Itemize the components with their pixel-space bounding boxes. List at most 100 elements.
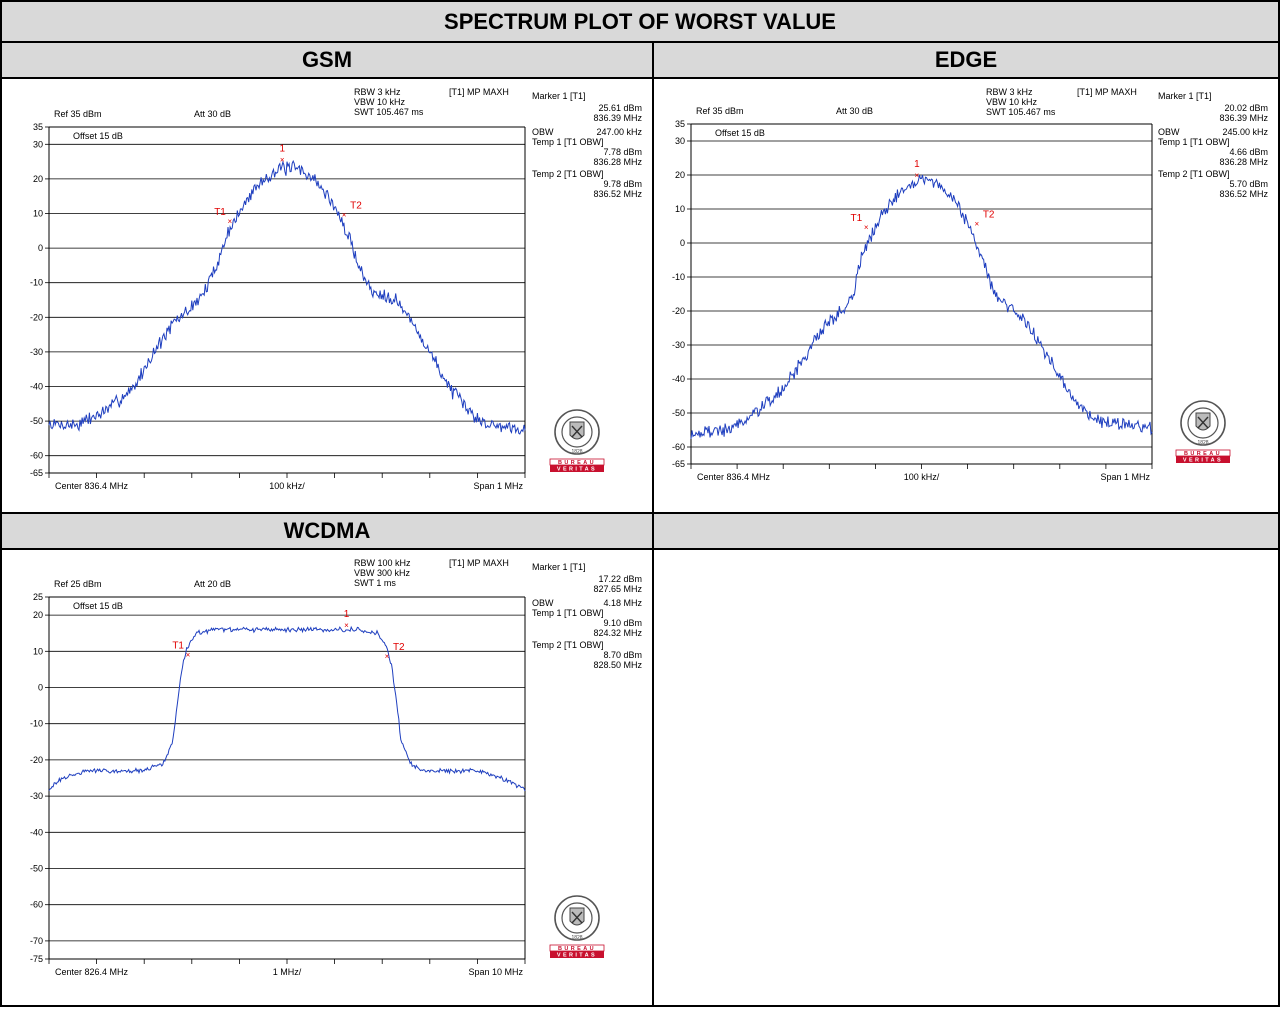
- y-tick-label: -65: [672, 459, 685, 469]
- temp2-level: 8.70 dBm: [603, 650, 642, 660]
- y-tick-label: -70: [30, 936, 43, 946]
- wcdma-header: WCDMA: [2, 514, 652, 548]
- marker-level: 25.61 dBm: [598, 103, 642, 113]
- y-tick-label: 20: [675, 170, 685, 180]
- obw-label: OBW: [1158, 127, 1180, 137]
- divider: [0, 548, 1280, 550]
- attenuation-label: Att 20 dB: [194, 579, 231, 589]
- marker-title: Marker 1 [T1]: [532, 562, 586, 572]
- logo-band-bottom: [550, 465, 604, 472]
- edge-spectrum-panel: RBW 3 kHz VBW 10 kHz SWT 105.467 ms [T1] MP…: [654, 79, 1278, 512]
- marker-label: 1: [344, 609, 350, 620]
- edge-header: EDGE: [654, 43, 1278, 77]
- marker-point: ×: [186, 651, 191, 660]
- temp2-title: Temp 2 [T1 OBW]: [1158, 169, 1230, 179]
- table-title: SPECTRUM PLOT OF WORST VALUE: [2, 2, 1278, 41]
- logo-cross-icon: [571, 425, 583, 438]
- setting-label: VBW 300 kHz: [354, 568, 411, 578]
- x-center-label: Center 826.4 MHz: [55, 967, 129, 977]
- attenuation-label: Att 30 dB: [194, 109, 231, 119]
- divider: [0, 512, 1280, 514]
- setting-label: VBW 10 kHz: [354, 97, 406, 107]
- marker-point: ×: [344, 621, 349, 630]
- gsm-spectrum-panel: RBW 3 kHz VBW 10 kHz SWT 105.467 ms [T1] MP…: [2, 79, 652, 512]
- temp2-level: 5.70 dBm: [1229, 179, 1268, 189]
- logo-year: 1828: [1197, 440, 1208, 446]
- y-tick-label: -30: [30, 347, 43, 357]
- temp1-frequency: 836.28 MHz: [1219, 157, 1268, 167]
- y-tick-label: 0: [38, 683, 43, 693]
- marker-label: T1: [172, 641, 184, 652]
- logo-text: BUREAU: [558, 946, 596, 952]
- x-division-label: 1 MHz/: [273, 967, 302, 977]
- offset-label: Offset 15 dB: [73, 601, 123, 611]
- divider: [0, 77, 1280, 79]
- temp1-level: 7.78 dBm: [603, 147, 642, 157]
- y-tick-label: -10: [30, 719, 43, 729]
- x-division-label: 100 kHz/: [269, 481, 305, 491]
- y-tick-label: -20: [672, 306, 685, 316]
- y-tick-label: -40: [30, 382, 43, 392]
- temp1-frequency: 824.32 MHz: [593, 628, 642, 638]
- temp1-title: Temp 1 [T1 OBW]: [532, 137, 604, 147]
- y-tick-label: 35: [675, 119, 685, 129]
- logo-cross-icon: [1197, 416, 1209, 429]
- empty-header: [654, 514, 1278, 548]
- marker-label: T1: [214, 207, 226, 218]
- marker-point: ×: [228, 217, 233, 226]
- y-tick-label: 10: [33, 646, 43, 656]
- y-tick-label: 20: [33, 610, 43, 620]
- ref-level-label: Ref 35 dBm: [54, 109, 102, 119]
- temp2-frequency: 836.52 MHz: [593, 189, 642, 199]
- setting-label: RBW 3 kHz: [354, 87, 401, 97]
- y-tick-label: -60: [30, 451, 43, 461]
- setting-label: RBW 100 kHz: [354, 558, 411, 568]
- x-center-label: Center 836.4 MHz: [55, 481, 129, 491]
- y-tick-label: 30: [675, 136, 685, 146]
- temp1-level: 4.66 dBm: [1229, 147, 1268, 157]
- offset-label-bg: [711, 127, 773, 138]
- y-tick-label: 20: [33, 174, 43, 184]
- temp2-frequency: 836.52 MHz: [1219, 189, 1268, 199]
- offset-label: Offset 15 dB: [715, 128, 765, 138]
- temp1-level: 9.10 dBm: [603, 618, 642, 628]
- y-tick-label: -50: [30, 416, 43, 426]
- y-tick-label: -30: [30, 791, 43, 801]
- logo-text: BUREAU: [558, 460, 596, 466]
- y-tick-label: 0: [680, 238, 685, 248]
- temp2-title: Temp 2 [T1 OBW]: [532, 640, 604, 650]
- y-tick-label: 35: [33, 122, 43, 132]
- marker-label: T1: [851, 213, 863, 224]
- marker-point: ×: [864, 223, 869, 232]
- setting-label: RBW 3 kHz: [986, 87, 1033, 97]
- y-tick-label: -65: [30, 468, 43, 478]
- x-span-label: Span 1 MHz: [1100, 472, 1150, 482]
- offset-label: Offset 15 dB: [73, 131, 123, 141]
- y-tick-label: -40: [672, 374, 685, 384]
- temp2-frequency: 828.50 MHz: [593, 660, 642, 670]
- y-tick-label: 10: [675, 204, 685, 214]
- x-division-label: 100 kHz/: [904, 472, 940, 482]
- y-tick-label: -30: [672, 340, 685, 350]
- spectrum-trace: [48, 625, 526, 792]
- y-tick-label: -40: [30, 827, 43, 837]
- y-tick-label: -50: [30, 864, 43, 874]
- column-divider: [652, 41, 654, 1007]
- y-tick-label: 30: [33, 139, 43, 149]
- marker-level: 20.02 dBm: [1224, 103, 1268, 113]
- trace-mode-label: [T1] MP MAXH: [1077, 87, 1137, 97]
- logo-band-bottom: [1176, 456, 1230, 463]
- temp2-title: Temp 2 [T1 OBW]: [532, 169, 604, 179]
- logo-text: VERITAS: [557, 953, 597, 959]
- logo-cross-icon: [571, 911, 583, 924]
- logo-year: 1828: [571, 449, 582, 455]
- trace-mode-label: [T1] MP MAXH: [449, 87, 509, 97]
- ref-level-label: Ref 25 dBm: [54, 579, 102, 589]
- y-tick-label: 0: [38, 243, 43, 253]
- setting-label: SWT 1 ms: [354, 578, 396, 588]
